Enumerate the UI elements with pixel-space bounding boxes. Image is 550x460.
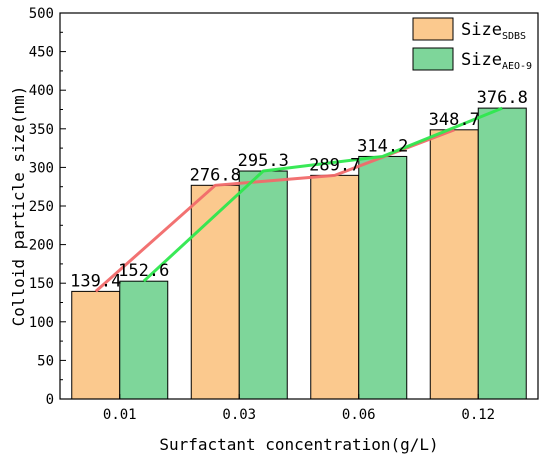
y-tick-label: 450: [29, 45, 54, 61]
y-tick-label: 200: [29, 238, 54, 254]
legend-swatch: [412, 17, 454, 41]
y-tick-label: 350: [29, 122, 54, 138]
legend-swatch: [412, 47, 454, 71]
bar: [71, 290, 121, 400]
bars-layer: [71, 107, 527, 400]
trend-lines-layer: [94, 106, 503, 293]
bar: [238, 170, 288, 400]
y-tick-label: 400: [29, 83, 54, 99]
y-tick-label: 50: [37, 353, 54, 369]
y-tick-label: 150: [29, 276, 54, 292]
data-label: 152.6: [118, 261, 169, 281]
y-tick-label: 300: [29, 160, 54, 176]
bar: [429, 129, 479, 400]
series-line: [142, 106, 503, 283]
y-axis: 0 50 100 150 200 250 300 350 400 450 500: [29, 6, 66, 408]
data-labels-layer: 139.4 276.8 289.7 348.7 152.6 295.3 314.2 376.8: [70, 88, 528, 291]
bar: [477, 107, 527, 400]
y-tick-label: 500: [29, 6, 54, 22]
bar: [119, 280, 169, 400]
legend-label: SizeAEO-9: [461, 50, 532, 72]
bar: [310, 174, 360, 400]
y-axis-label: Colloid particle size(nm): [9, 86, 28, 327]
data-label: 289.7: [309, 155, 360, 175]
y-tick-label: 250: [29, 199, 54, 215]
y-tick-label: 100: [29, 315, 54, 331]
x-tick-label: 0.03: [222, 407, 256, 423]
data-label: 276.8: [190, 165, 241, 185]
data-label: 376.8: [477, 88, 528, 108]
x-tick-label: 0.12: [461, 407, 495, 423]
data-label: 139.4: [70, 271, 121, 291]
data-label: 314.2: [357, 136, 408, 156]
bar: [358, 155, 408, 400]
legend: SizeSDBS SizeAEO-9: [412, 17, 532, 72]
data-label: 295.3: [238, 151, 289, 171]
legend-label: SizeSDBS: [461, 20, 526, 42]
x-tick-label: 0.01: [103, 407, 137, 423]
bar: [190, 184, 240, 400]
data-label: 348.7: [429, 110, 480, 130]
y-tick-label: 0: [46, 392, 54, 408]
x-axis-label: Surfactant concentration(g/L): [159, 435, 438, 454]
x-axis: 0.01 0.03 0.06 0.12: [103, 394, 495, 423]
x-tick-label: 0.06: [342, 407, 376, 423]
